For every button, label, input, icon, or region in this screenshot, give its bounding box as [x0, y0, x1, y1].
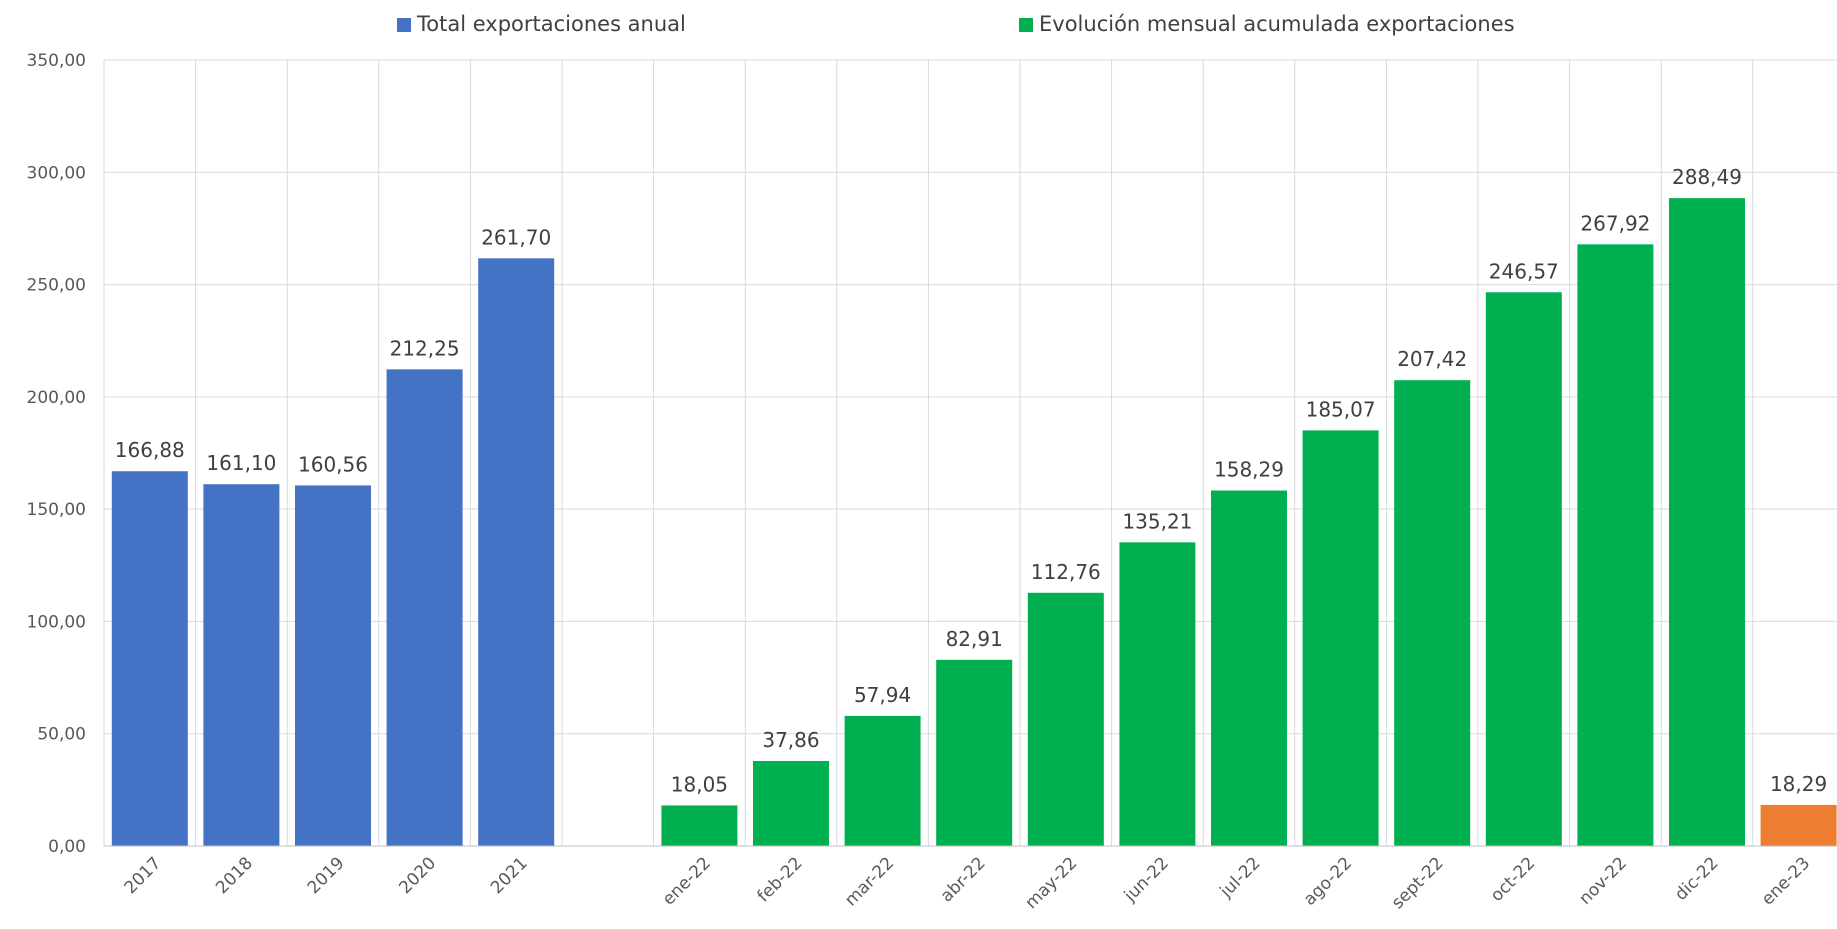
- legend-swatch-monthly: [1019, 18, 1033, 32]
- x-tick-label: dic-22: [1671, 853, 1722, 904]
- data-label: 57,94: [854, 683, 911, 707]
- data-label: 37,86: [762, 728, 819, 752]
- data-label: 161,10: [206, 451, 276, 475]
- x-axis-ticks: 2017 2018 2019 2020 2021 ene-22 feb-22 mar-22 ab…: [121, 853, 1815, 913]
- data-label: 112,76: [1031, 560, 1101, 584]
- x-tick-label: oct-22: [1487, 853, 1539, 905]
- x-tick-label: abr-22: [937, 853, 990, 906]
- data-label: 212,25: [390, 336, 460, 360]
- bar: [386, 369, 463, 846]
- bar: [203, 484, 280, 846]
- bar: [1027, 592, 1104, 846]
- legend: Total exportaciones anual Evolución mens…: [397, 12, 1515, 36]
- x-tick-label: ene-22: [659, 853, 715, 909]
- y-axis-ticks: 0,00 50,00 100,00 150,00 200,00 250,00 300,00 3…: [27, 51, 86, 857]
- data-label: 82,91: [946, 627, 1003, 651]
- data-label: 18,05: [671, 772, 728, 796]
- legend-label-annual: Total exportaciones anual: [416, 12, 686, 36]
- x-tick-label: jul-22: [1216, 853, 1265, 902]
- data-label: 288,49: [1672, 165, 1742, 189]
- data-label: 246,57: [1489, 259, 1559, 283]
- bar: [1669, 198, 1745, 846]
- x-tick-label: feb-22: [753, 853, 806, 906]
- data-label: 207,42: [1397, 347, 1467, 371]
- data-label: 261,70: [481, 225, 551, 249]
- data-labels: 166,88 161,10 160,56 212,25 261,70 18,05 37,86…: [115, 165, 1827, 796]
- x-tick-label: jun-22: [1120, 853, 1173, 906]
- y-tick-label: 250,00: [27, 276, 86, 296]
- bar: [661, 805, 738, 846]
- bar: [753, 760, 829, 846]
- x-tick-label: 2021: [487, 853, 532, 898]
- bar: [478, 258, 555, 846]
- x-tick-label: 2019: [304, 853, 349, 898]
- y-tick-label: 0,00: [48, 837, 86, 857]
- x-tick-label: 2017: [121, 853, 166, 898]
- y-tick-label: 150,00: [27, 500, 86, 520]
- data-label: 18,29: [1770, 772, 1827, 796]
- data-label: 135,21: [1122, 509, 1192, 533]
- y-tick-label: 350,00: [27, 51, 86, 71]
- legend-swatch-annual: [397, 18, 411, 32]
- x-tick-label: nov-22: [1575, 853, 1631, 909]
- x-tick-label: sept-22: [1388, 853, 1448, 913]
- bar: [295, 485, 371, 846]
- bar: [1485, 292, 1562, 846]
- x-tick-label: ago-22: [1300, 853, 1356, 909]
- y-tick-label: 100,00: [27, 612, 86, 632]
- bar: [111, 471, 188, 846]
- x-tick-label: may-22: [1022, 853, 1082, 913]
- bar: [1577, 244, 1654, 846]
- legend-label-monthly: Evolución mensual acumulada exportacione…: [1039, 12, 1515, 36]
- bar: [1211, 490, 1287, 846]
- bars: [111, 198, 1837, 846]
- x-tick-label: 2018: [212, 853, 257, 898]
- data-label: 185,07: [1306, 397, 1376, 421]
- bar: [1760, 804, 1837, 846]
- x-tick-label: 2020: [395, 853, 440, 898]
- y-tick-label: 300,00: [27, 163, 86, 183]
- y-tick-label: 50,00: [37, 725, 86, 745]
- x-tick-label: ene-23: [1758, 853, 1814, 909]
- bar: [844, 715, 921, 846]
- data-label: 166,88: [115, 438, 185, 462]
- y-tick-label: 200,00: [27, 388, 86, 408]
- bar: [936, 659, 1013, 846]
- bar: [1394, 380, 1471, 846]
- data-label: 267,92: [1580, 211, 1650, 235]
- bar: [1119, 542, 1196, 846]
- data-label: 158,29: [1214, 458, 1284, 482]
- bar: [1302, 430, 1379, 846]
- x-tick-label: mar-22: [841, 853, 898, 910]
- data-label: 160,56: [298, 452, 368, 476]
- gridlines: [103, 59, 1837, 846]
